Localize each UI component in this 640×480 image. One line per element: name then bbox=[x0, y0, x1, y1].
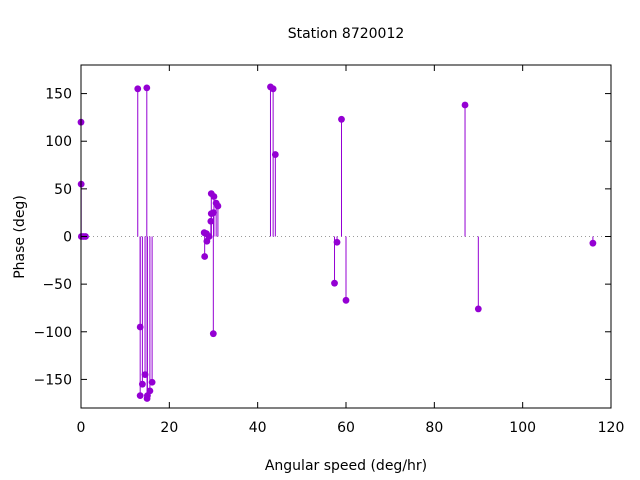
x-tick-label: 80 bbox=[425, 420, 443, 436]
y-tick-label: 150 bbox=[45, 87, 72, 103]
x-axis-label: Angular speed (deg/hr) bbox=[265, 458, 427, 474]
data-point bbox=[146, 387, 154, 395]
x-tick-label: 120 bbox=[598, 420, 625, 436]
impulse-stems bbox=[80, 86, 594, 399]
axis-ticks: 0 20 40 60 80 100 120 −150 −100 −50 0 50 100 150 bbox=[34, 65, 625, 436]
y-tick-label: 50 bbox=[54, 182, 72, 198]
data-point bbox=[461, 101, 469, 109]
y-axis-label: Phase (deg) bbox=[12, 195, 28, 279]
data-point bbox=[342, 296, 350, 304]
data-point bbox=[331, 279, 338, 287]
data-point bbox=[143, 84, 151, 92]
data-point bbox=[205, 233, 213, 240]
data-point bbox=[210, 193, 218, 200]
x-tick-label: 60 bbox=[337, 420, 355, 436]
data-point bbox=[589, 239, 597, 247]
data-point bbox=[474, 305, 482, 313]
x-tick-label: 100 bbox=[509, 420, 536, 436]
data-point bbox=[134, 85, 142, 93]
data-point bbox=[136, 392, 144, 400]
y-tick-label: 0 bbox=[63, 230, 72, 246]
data-point bbox=[214, 202, 222, 210]
y-tick-label: −50 bbox=[42, 277, 72, 293]
data-point bbox=[138, 380, 146, 388]
data-point bbox=[269, 85, 277, 93]
x-tick-label: 40 bbox=[249, 420, 267, 436]
data-point bbox=[136, 323, 144, 331]
data-point bbox=[141, 371, 149, 379]
y-tick-label: −150 bbox=[34, 372, 72, 388]
data-point bbox=[207, 217, 215, 225]
x-tick-label: 0 bbox=[77, 420, 86, 436]
data-point bbox=[338, 115, 345, 123]
data-point bbox=[333, 238, 341, 246]
y-tick-label: 100 bbox=[45, 134, 72, 150]
data-point bbox=[201, 253, 209, 260]
data-points bbox=[77, 83, 597, 402]
x-tick-label: 20 bbox=[160, 420, 178, 436]
plot-frame bbox=[80, 64, 612, 409]
data-point bbox=[210, 209, 217, 217]
data-point bbox=[209, 330, 217, 338]
data-point bbox=[271, 151, 279, 158]
chart-title: Station 8720012 bbox=[288, 26, 405, 42]
y-tick-label: −100 bbox=[34, 325, 72, 341]
data-point bbox=[148, 378, 156, 386]
